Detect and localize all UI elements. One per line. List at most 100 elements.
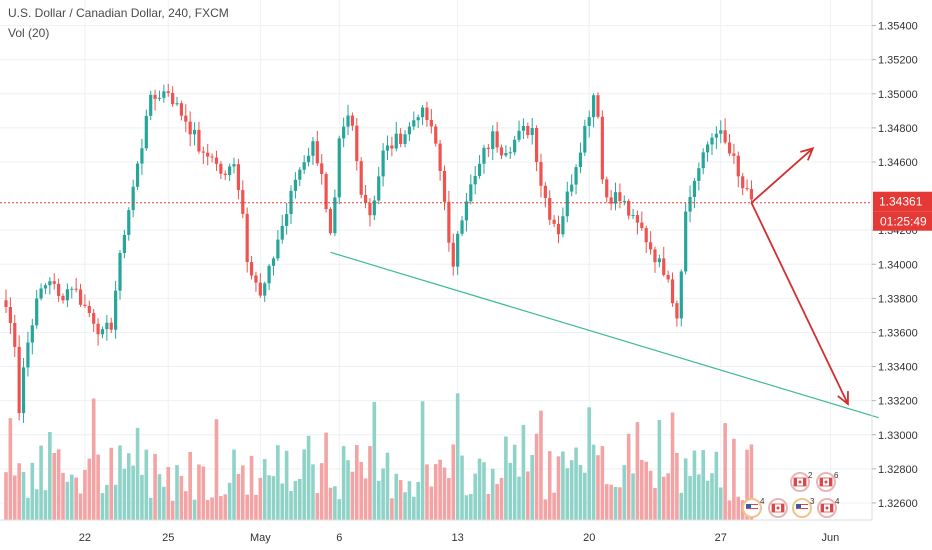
volume-bar xyxy=(183,491,188,520)
volume-bar xyxy=(613,486,618,520)
candle-body xyxy=(521,126,526,131)
volume-bar xyxy=(341,446,346,520)
flag-stripe xyxy=(746,506,758,507)
volume-bar xyxy=(144,449,149,520)
candle-body xyxy=(328,209,333,234)
candle-body xyxy=(732,153,736,156)
candle-body xyxy=(114,290,118,330)
volume-bar xyxy=(482,462,486,520)
candle-body xyxy=(442,170,447,202)
volume-bar xyxy=(552,492,556,520)
candle-body xyxy=(706,144,710,153)
candle-body xyxy=(710,137,714,145)
volume-bar xyxy=(412,496,416,520)
volume-bar xyxy=(455,393,460,520)
candle-body xyxy=(4,300,8,308)
volume-indicator-label[interactable]: Vol (20) xyxy=(8,26,50,40)
volume-bar xyxy=(420,401,425,520)
candle-body xyxy=(714,133,718,138)
bar-countdown: 01:25:49 xyxy=(880,215,927,229)
candle-body xyxy=(109,322,113,330)
flag-stripe xyxy=(746,504,758,505)
volume-bar xyxy=(205,500,210,520)
candle-body xyxy=(429,120,433,127)
candle-body xyxy=(245,213,249,263)
volume-bar xyxy=(473,473,477,520)
volume-bar xyxy=(433,464,438,520)
time-axis: 22 25 May 6 13 20 27 Jun xyxy=(79,532,839,544)
volume-bar xyxy=(17,463,21,520)
volume-bar xyxy=(504,436,508,520)
volume-bar xyxy=(692,450,697,520)
volume-bar xyxy=(262,459,267,520)
volume-bar xyxy=(267,475,271,520)
candle-body xyxy=(675,303,679,319)
candle-body xyxy=(52,281,56,284)
candle-body xyxy=(166,91,170,93)
volume-bar xyxy=(170,500,175,520)
volume-bar xyxy=(512,444,517,520)
candle-body xyxy=(477,163,482,176)
volume-bar xyxy=(135,427,140,520)
candle-body xyxy=(350,115,355,126)
volume-bar xyxy=(705,480,710,520)
price-axis: 1.354001.352001.350001.348001.346001.342… xyxy=(872,21,918,510)
time-tick-label: 22 xyxy=(79,532,91,544)
volume-bar xyxy=(96,454,100,520)
volume-bar xyxy=(543,499,548,520)
candle-body xyxy=(271,258,276,266)
candle-body xyxy=(587,117,591,126)
volume-bars xyxy=(4,393,754,520)
candle-body xyxy=(228,166,232,176)
volume-bar xyxy=(328,487,333,520)
candle-body xyxy=(263,283,267,296)
candle-body xyxy=(355,125,359,162)
candle-body xyxy=(324,174,328,210)
volume-bar xyxy=(587,407,592,520)
flag-stripe xyxy=(746,510,758,511)
price-tick-label: 1.33800 xyxy=(878,293,918,305)
volume-bar xyxy=(188,451,192,520)
volume-bar xyxy=(644,461,649,520)
candle-body xyxy=(688,196,692,212)
volume-bar xyxy=(324,432,328,520)
volume-bar xyxy=(315,493,320,520)
price-tick-label: 1.35000 xyxy=(878,89,918,101)
flag-band xyxy=(821,504,824,512)
volume-bar xyxy=(249,455,254,520)
candle-body xyxy=(8,307,12,324)
candle-body xyxy=(570,184,574,192)
volume-bar xyxy=(210,497,214,520)
volume-bar xyxy=(385,452,390,520)
candle-body xyxy=(179,103,183,116)
candle-body xyxy=(83,304,87,306)
candle-body xyxy=(565,191,569,217)
candle-body xyxy=(26,342,30,368)
candle-body xyxy=(333,197,337,234)
volume-bar xyxy=(381,468,385,520)
arrow-line xyxy=(750,202,849,405)
volume-bar xyxy=(166,467,171,520)
candle-body xyxy=(157,97,162,99)
volume-bar xyxy=(21,471,26,520)
price-tick-label: 1.34800 xyxy=(878,123,918,135)
flag-stripe xyxy=(746,508,758,509)
volume-bar xyxy=(718,487,723,520)
candle-body xyxy=(206,152,210,157)
candle-body xyxy=(21,367,26,414)
candle-body xyxy=(96,323,100,335)
candle-body xyxy=(184,115,188,122)
candle-body xyxy=(697,168,701,181)
arrow-line xyxy=(750,147,814,204)
candle-body xyxy=(302,162,306,170)
volume-bar xyxy=(653,487,657,520)
volume-bar xyxy=(626,433,631,520)
flag-band xyxy=(830,504,833,512)
candles xyxy=(4,83,754,423)
candle-body xyxy=(153,94,157,99)
time-tick-label: 25 xyxy=(162,532,174,544)
volume-bar xyxy=(495,483,499,520)
candle-body xyxy=(403,134,407,144)
candle-body xyxy=(311,141,315,156)
